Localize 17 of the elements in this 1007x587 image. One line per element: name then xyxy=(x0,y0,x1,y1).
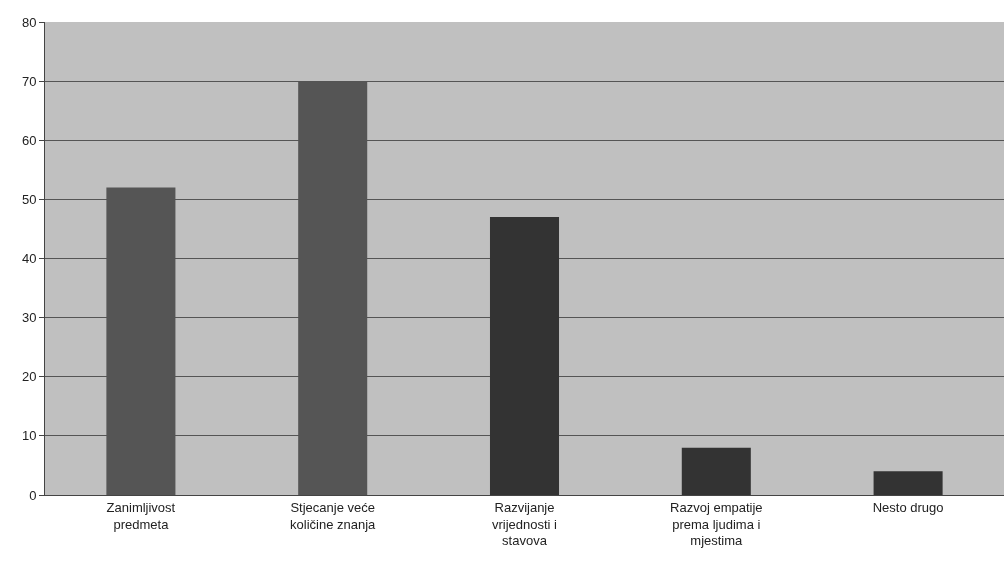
y-tick-label: 60 xyxy=(21,132,37,148)
bar xyxy=(873,471,943,495)
x-tick-label: Razvoj empatije prema ljudima i mjestima xyxy=(670,499,763,549)
x-tick-label: Nesto drugo xyxy=(872,499,944,515)
y-tick-label: 40 xyxy=(21,251,37,267)
y-tick-label: 70 xyxy=(21,73,37,89)
y-tick-label: 30 xyxy=(21,310,37,326)
x-tick-label: Razvijanje vrijednosti i stavova xyxy=(491,499,558,549)
bar xyxy=(681,447,751,495)
y-tick-label: 20 xyxy=(21,369,37,385)
y-tick-label: 80 xyxy=(21,14,37,30)
x-tick-label: Stjecanje veće količine znanja xyxy=(290,499,377,532)
y-tick-label: 0 xyxy=(29,487,37,503)
bar xyxy=(489,217,560,495)
y-tick-label: 50 xyxy=(21,191,37,207)
x-tick-label: Zanimljivost predmeta xyxy=(106,499,176,532)
y-tick-label: 10 xyxy=(21,428,37,444)
